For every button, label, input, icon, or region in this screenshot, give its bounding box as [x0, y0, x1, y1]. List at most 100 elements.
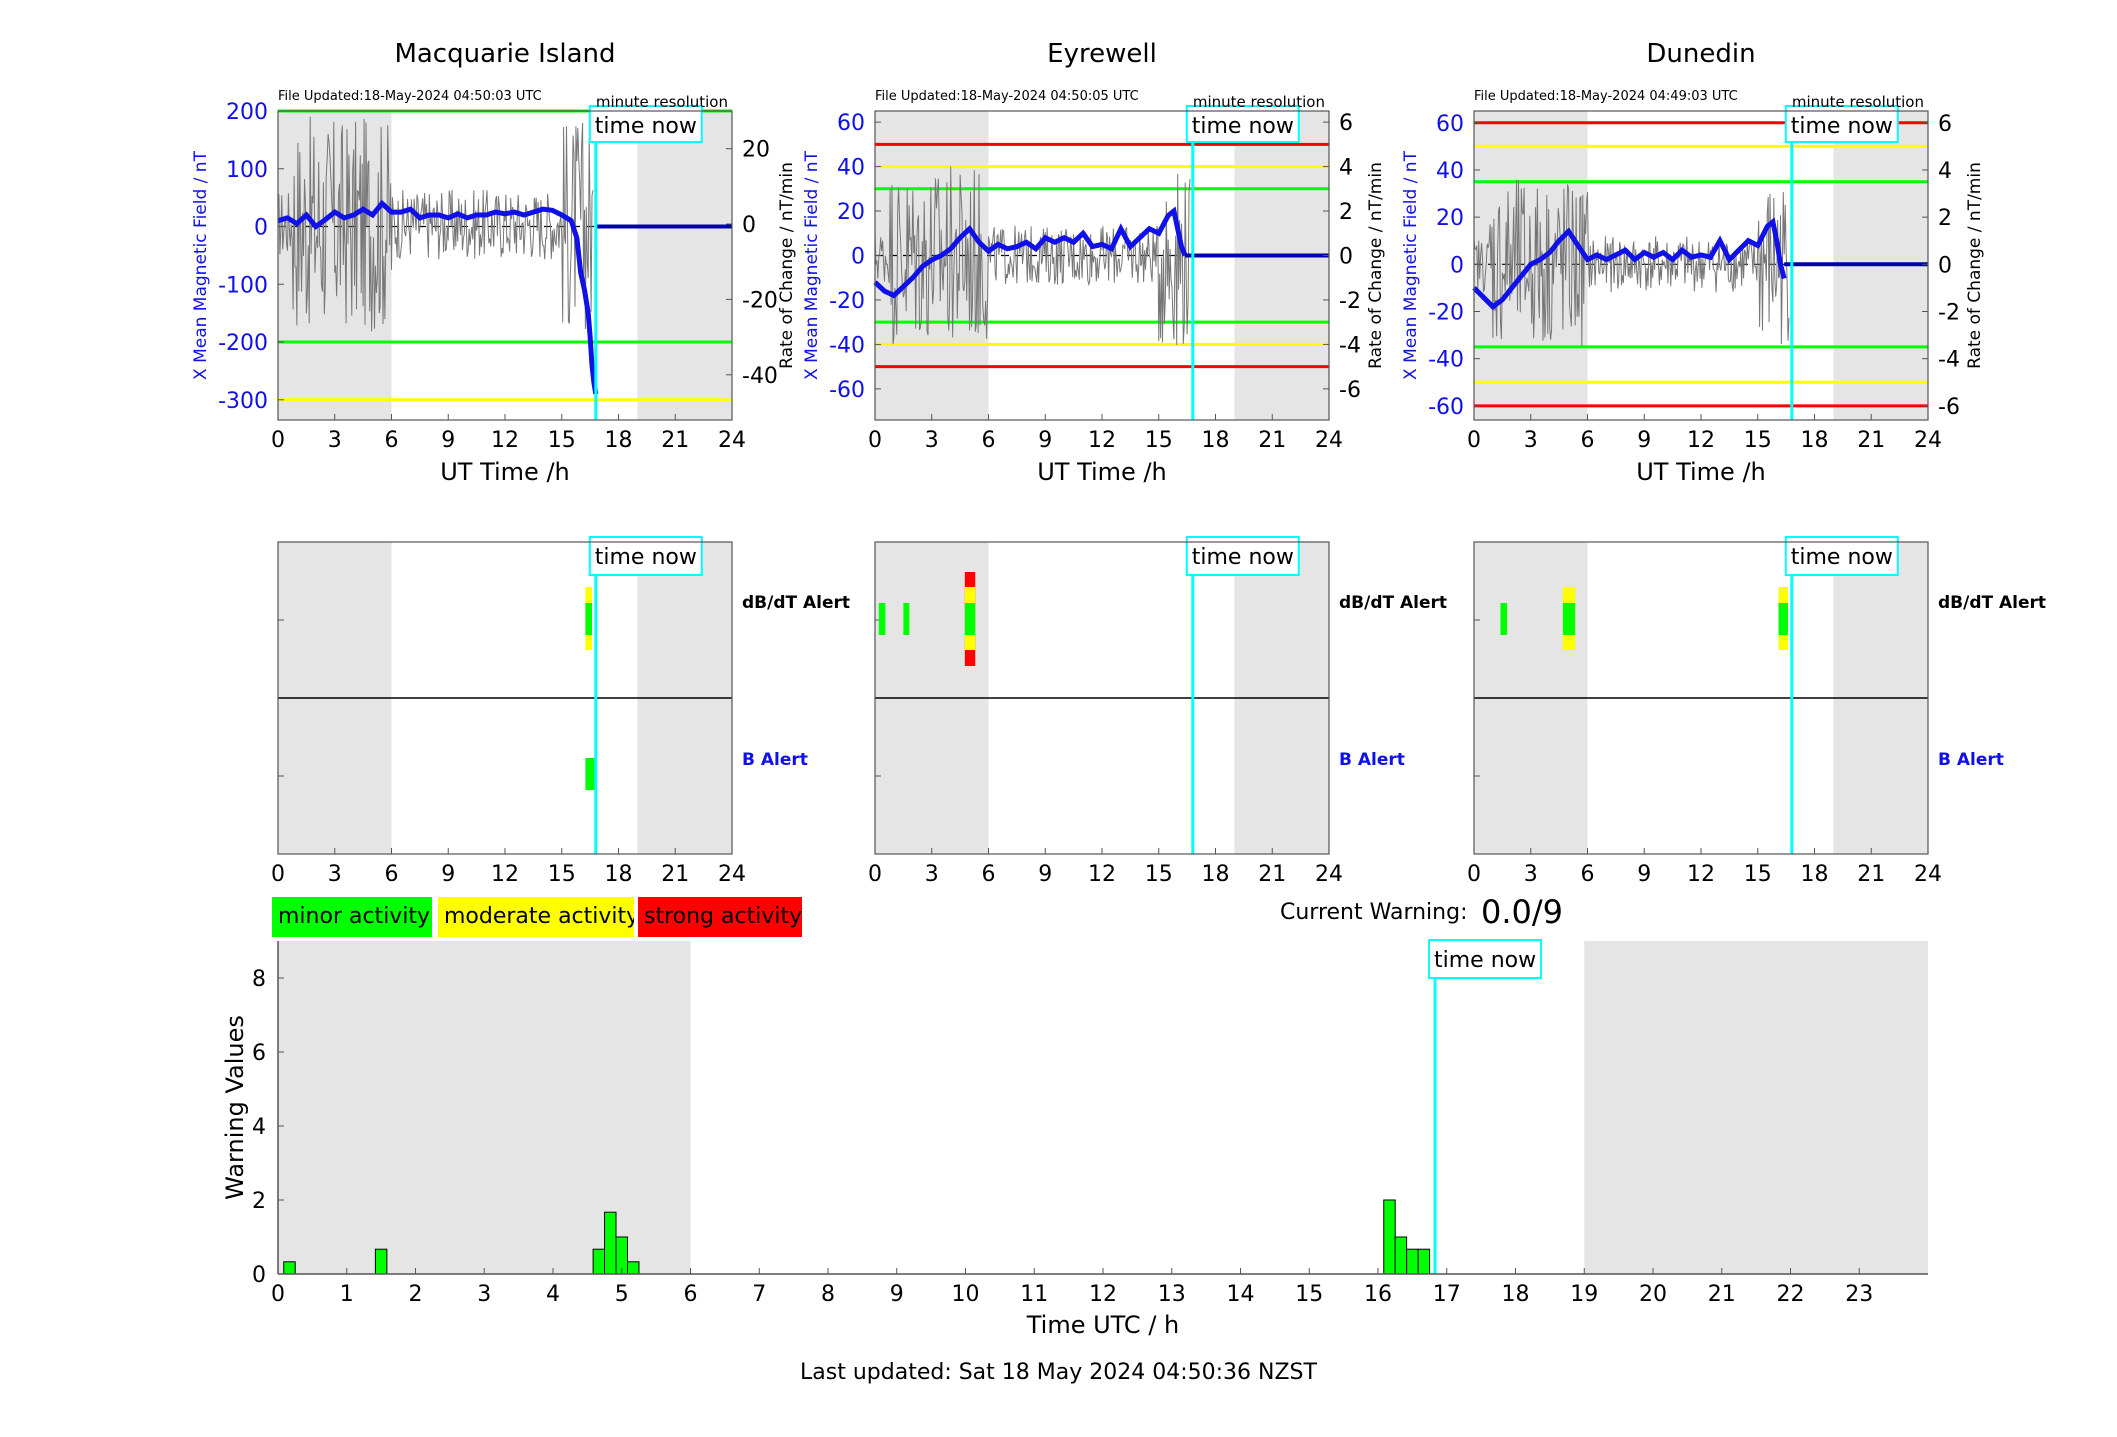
- warning-x-tick-label: 19: [1570, 1282, 1598, 1307]
- warning-bar: [374, 1248, 388, 1275]
- warning-x-tick-label: 11: [1020, 1282, 1048, 1307]
- file-updated-text: File Updated:18-May-2024 04:49:03 UTC: [1474, 89, 1738, 104]
- alert-x-tick-label: 15: [1744, 862, 1772, 887]
- x-tick-label: 21: [1857, 428, 1885, 453]
- dbdt-alert-minor: [585, 603, 593, 635]
- y-tick-label-left: 0: [1450, 253, 1464, 278]
- station-panel-2: Dunedin time now File Updated:18-May-2024 …: [1401, 39, 1985, 486]
- dbdt-alert-label: dB/dT Alert: [1339, 593, 1447, 613]
- b-alert-label: B Alert: [1339, 750, 1405, 770]
- warning-x-tick-label: 4: [546, 1282, 560, 1307]
- y-tick-label-left: 60: [1436, 112, 1464, 137]
- x-tick-label: 3: [328, 428, 342, 453]
- warning-x-tick-label: 16: [1364, 1282, 1392, 1307]
- y-axis-label-right: Rate of Change / nT/min: [777, 162, 797, 369]
- warning-x-tick-label: 9: [890, 1282, 904, 1307]
- y-tick-label-right: 2: [1339, 200, 1353, 225]
- station-panel-0: Macquarie Island time now File Updated:18-…: [191, 39, 797, 486]
- time-now-label: time now: [595, 114, 697, 139]
- magnetic-field-line: [873, 206, 1188, 299]
- warning-x-tick-label: 21: [1708, 1282, 1736, 1307]
- alert-x-tick-label: 0: [271, 862, 285, 887]
- y-tick-label-right: 20: [742, 138, 770, 163]
- x-tick-label: 18: [1801, 428, 1829, 453]
- x-tick-label: 15: [548, 428, 576, 453]
- alert-x-tick-label: 9: [1637, 862, 1651, 887]
- b-alert-label: B Alert: [1938, 750, 2004, 770]
- x-tick-label: 24: [1914, 428, 1942, 453]
- y-axis-label-left: X Mean Magnetic Field / nT: [802, 150, 822, 380]
- y-tick-label-left: -40: [1428, 348, 1464, 373]
- file-updated-text: File Updated:18-May-2024 04:50:05 UTC: [875, 89, 1139, 104]
- current-warning-label: Current Warning:: [1280, 900, 1468, 925]
- alert-panel-0: time now dB/dT Alert B Alert 0 3 6 9 12 15 18 21 24: [271, 536, 850, 887]
- y-tick-label-right: 2: [1938, 206, 1952, 231]
- warning-x-tick-label: 0: [271, 1282, 285, 1307]
- warning-y-axis-label: Warning Values: [221, 1015, 249, 1200]
- y-tick-label-right: -4: [1339, 333, 1361, 358]
- alert-time-now-label: time now: [595, 545, 697, 570]
- resolution-text: minute resolution: [596, 93, 728, 111]
- warning-y-tick-label: 8: [252, 967, 266, 992]
- alert-x-tick-label: 9: [441, 862, 455, 887]
- warning-x-tick-label: 5: [615, 1282, 629, 1307]
- legend-strong-activity: strong activity: [638, 897, 802, 937]
- y-tick-label-right: 6: [1938, 112, 1952, 137]
- station-title: Macquarie Island: [394, 39, 615, 69]
- warning-y-tick-label: 2: [252, 1189, 266, 1214]
- station-panel-1: Eyrewell time now File Updated:18-May-2024…: [802, 39, 1386, 486]
- y-tick-label-right: -2: [1938, 300, 1960, 325]
- warning-x-tick-label: 12: [1089, 1282, 1117, 1307]
- alert-x-tick-label: 0: [868, 862, 882, 887]
- y-tick-label-right: -6: [1339, 378, 1361, 403]
- resolution-text: minute resolution: [1193, 93, 1325, 111]
- dbdt-alert-minor: [1500, 603, 1508, 635]
- warning-bar: [283, 1261, 296, 1275]
- alert-x-tick-label: 9: [1038, 862, 1052, 887]
- alert-x-tick-label: 3: [328, 862, 342, 887]
- station-title: Dunedin: [1646, 39, 1755, 69]
- alert-panel-2: time now dB/dT Alert B Alert 0 3 6 9 12 15 18 21 24: [1467, 536, 2046, 887]
- y-tick-label-left: 20: [837, 200, 865, 225]
- warning-bar: [604, 1211, 617, 1275]
- rate-of-change-line: [1473, 179, 1790, 347]
- y-tick-label-right: 0: [1938, 253, 1952, 278]
- warning-x-tick-label: 14: [1227, 1282, 1255, 1307]
- y-axis-label-left: X Mean Magnetic Field / nT: [191, 150, 211, 380]
- y-tick-label-left: -300: [218, 389, 268, 414]
- alert-panel-1: time now dB/dT Alert B Alert 0 3 6 9 12 15 18 21 24: [868, 536, 1447, 887]
- alert-x-tick-label: 0: [1467, 862, 1481, 887]
- x-tick-label: 6: [385, 428, 399, 453]
- warning-bar: [1394, 1236, 1408, 1275]
- last-updated-text: Last updated: Sat 18 May 2024 04:50:36 N…: [800, 1360, 1317, 1385]
- y-tick-label-left: 0: [851, 244, 865, 269]
- y-axis-label-left: X Mean Magnetic Field / nT: [1401, 150, 1421, 380]
- time-now-box: [1185, 105, 1300, 143]
- alert-x-tick-label: 24: [718, 862, 746, 887]
- y-tick-label-left: -20: [829, 289, 865, 314]
- alert-x-tick-label: 15: [548, 862, 576, 887]
- x-tick-label: 21: [661, 428, 689, 453]
- warning-x-tick-label: 1: [340, 1282, 354, 1307]
- b-alert-label: B Alert: [742, 750, 808, 770]
- warning-bar: [1417, 1248, 1431, 1275]
- dbdt-alert-minor: [1778, 603, 1789, 635]
- legend-moderate-activity: moderate activity: [438, 897, 634, 937]
- y-tick-label-right: -20: [742, 288, 778, 313]
- y-tick-label-right: 4: [1339, 156, 1353, 181]
- warning-time-now-box: [1428, 939, 1543, 979]
- x-tick-label: 15: [1744, 428, 1772, 453]
- y-tick-label-left: -200: [218, 331, 268, 356]
- resolution-text: minute resolution: [1792, 93, 1924, 111]
- x-tick-label: 6: [1581, 428, 1595, 453]
- x-tick-label: 15: [1145, 428, 1173, 453]
- warning-x-axis-label: Time UTC / h: [1026, 1311, 1180, 1339]
- x-tick-label: 9: [441, 428, 455, 453]
- station-title: Eyrewell: [1047, 39, 1157, 69]
- x-tick-label: 9: [1038, 428, 1052, 453]
- y-tick-label-left: 40: [1436, 159, 1464, 184]
- x-tick-label: 18: [1202, 428, 1230, 453]
- time-now-box: [1784, 105, 1899, 143]
